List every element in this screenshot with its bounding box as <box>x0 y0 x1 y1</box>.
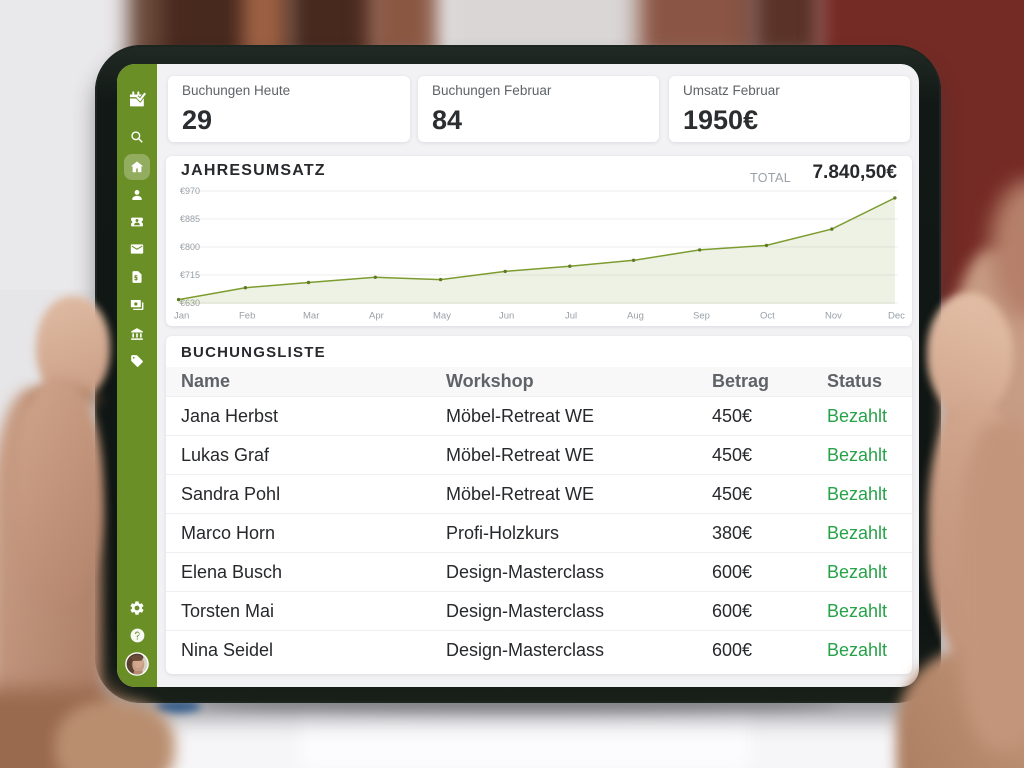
svg-text:May: May <box>433 311 451 322</box>
svg-text:Jul: Jul <box>565 311 577 322</box>
svg-text:€715: €715 <box>180 270 200 280</box>
svg-text:Mar: Mar <box>303 311 319 322</box>
svg-text:€885: €885 <box>180 214 200 224</box>
svg-text:Apr: Apr <box>369 311 384 322</box>
svg-text:Jan: Jan <box>174 311 189 322</box>
svg-text:€800: €800 <box>180 242 200 252</box>
svg-text:Jun: Jun <box>499 311 514 322</box>
svg-text:€630: €630 <box>180 298 200 308</box>
svg-text:Oct: Oct <box>760 311 775 322</box>
svg-text:Feb: Feb <box>239 311 255 322</box>
svg-text:Dec: Dec <box>888 311 905 322</box>
svg-text:€970: €970 <box>180 186 200 196</box>
svg-text:Nov: Nov <box>825 311 842 322</box>
svg-text:Sep: Sep <box>693 311 710 322</box>
svg-text:Aug: Aug <box>627 311 644 322</box>
